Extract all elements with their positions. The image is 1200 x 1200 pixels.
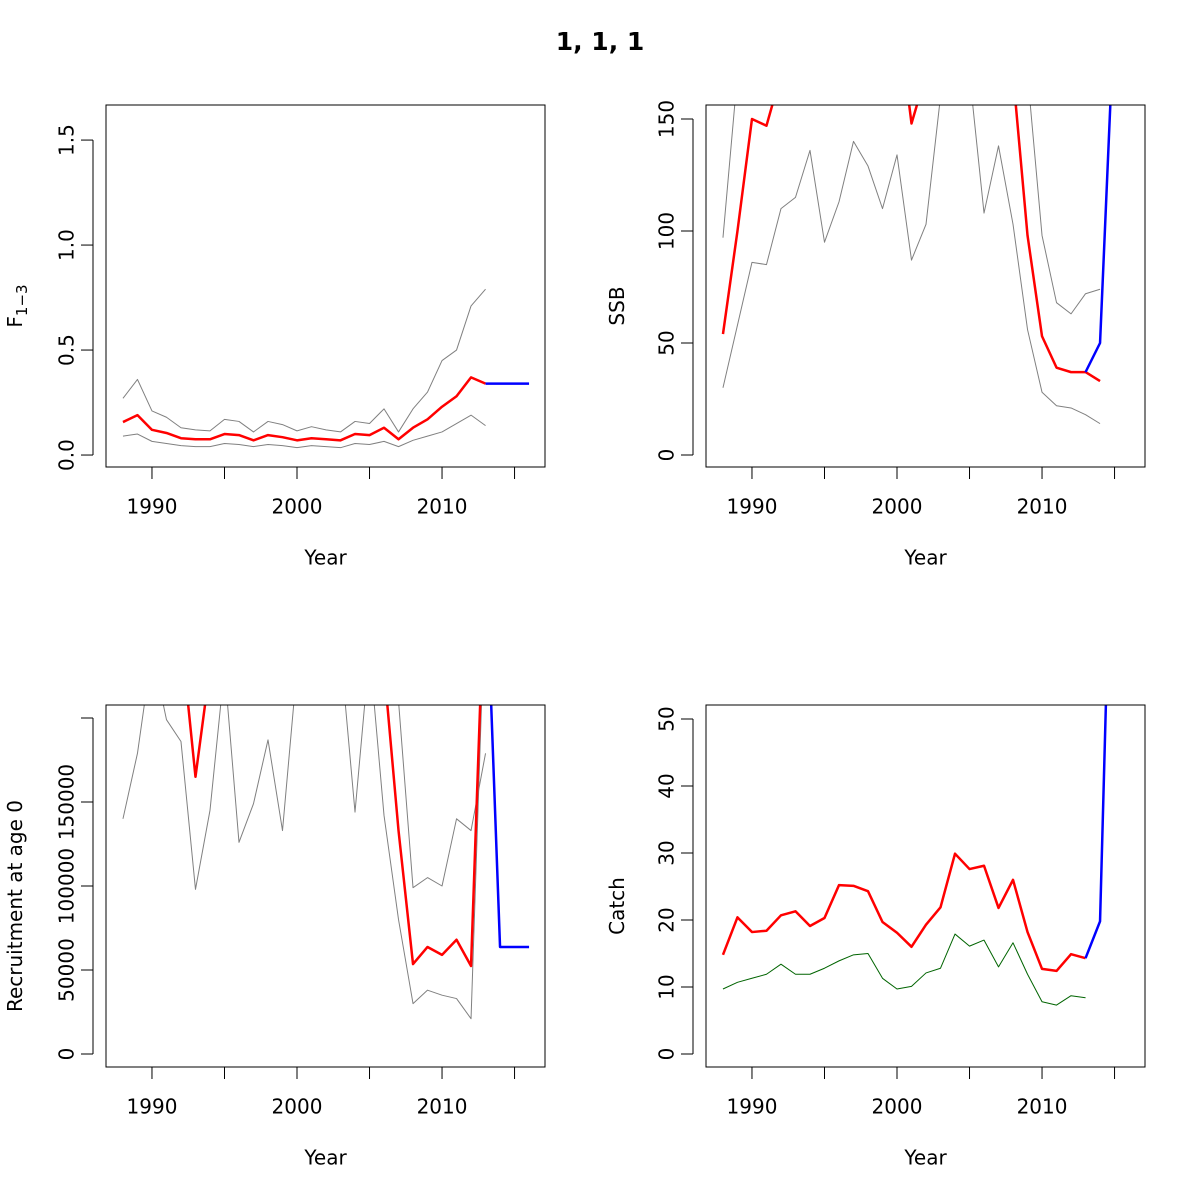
x-axis-label: Year xyxy=(903,1146,947,1170)
x-tick-label: 2000 xyxy=(272,495,323,519)
data-line xyxy=(722,105,1101,425)
panel: 1990 2000 2010 0.0 0.5 1.0 1.5 Year F1−3 xyxy=(3,104,546,570)
data-line xyxy=(122,376,487,442)
x-tick-label: 1990 xyxy=(727,495,778,519)
y-tick-label: 1.5 xyxy=(55,124,79,156)
y-tick-label: 10 xyxy=(655,974,679,999)
panel: 1990 2000 2010 0 50000 100000 150000 Year Recrui… xyxy=(3,704,546,1170)
plot-box xyxy=(705,704,1146,1068)
y-tick-label: 0.5 xyxy=(55,334,79,366)
x-tick-label: 2010 xyxy=(417,495,468,519)
y-axis-label-main: Recruitment at age 0 xyxy=(3,800,27,1012)
y-tick-label: 1.0 xyxy=(55,229,79,261)
data-line xyxy=(722,933,1086,1006)
y-axis-label-main: F xyxy=(3,316,27,328)
y-axis-label: Catch xyxy=(605,877,629,935)
x-tick-label: 2010 xyxy=(1017,1095,1068,1119)
x-tick-label: 2010 xyxy=(417,1095,468,1119)
x-axis-label: Year xyxy=(303,546,347,570)
data-line xyxy=(1084,105,1112,373)
x-tick-label: 1990 xyxy=(127,495,178,519)
y-axis-label-subscript: 1−3 xyxy=(13,284,31,316)
data-line xyxy=(122,414,486,449)
y-tick-label: 0 xyxy=(55,1048,79,1061)
y-tick-label: 50 xyxy=(655,330,679,355)
x-tick-label: 2000 xyxy=(872,1095,923,1119)
x-axis-label: Year xyxy=(903,546,947,570)
x-tick-label: 2000 xyxy=(872,495,923,519)
y-tick-label: 50 xyxy=(655,706,679,731)
data-line xyxy=(398,705,487,889)
y-tick-label: 100000 xyxy=(55,848,79,924)
y-tick-label: 150 xyxy=(655,100,679,138)
y-tick-label: 50000 xyxy=(55,938,79,1002)
plot-box xyxy=(705,104,1146,468)
y-tick-label: 0 xyxy=(655,449,679,462)
y-tick-label: 0 xyxy=(655,1048,679,1061)
plot-area xyxy=(122,288,530,449)
y-tick-label: 20 xyxy=(655,907,679,932)
x-tick-label: 2000 xyxy=(272,1095,323,1119)
plot-area xyxy=(721,105,1112,425)
y-tick-label: 30 xyxy=(655,840,679,865)
figure-title: 1, 1, 1 xyxy=(556,27,645,56)
x-axis-label: Year xyxy=(303,1146,347,1170)
x-tick-label: 2010 xyxy=(1017,495,1068,519)
panel: 1990 2000 2010 0 10 20 30 40 50 Year Catch xyxy=(605,704,1146,1170)
data-line xyxy=(721,105,1101,383)
y-axis-label: F1−3 xyxy=(3,284,31,327)
panel: 1990 2000 2010 0 50 100 150 Year SSB xyxy=(605,100,1146,570)
data-line xyxy=(722,105,1101,315)
y-tick-label: 150000 xyxy=(55,764,79,840)
y-tick-label: 40 xyxy=(655,773,679,798)
data-line xyxy=(721,852,1086,973)
data-line xyxy=(122,288,486,433)
data-line xyxy=(186,705,482,968)
y-axis-label-main: SSB xyxy=(605,286,629,325)
plot-box xyxy=(105,104,546,468)
y-axis-label: SSB xyxy=(605,286,629,325)
y-tick-label: 0.0 xyxy=(55,439,79,471)
x-tick-label: 1990 xyxy=(127,1095,178,1119)
plot-area xyxy=(721,705,1108,1006)
y-axis-label-main: Catch xyxy=(605,877,629,935)
data-line xyxy=(489,705,530,949)
y-axis-label: Recruitment at age 0 xyxy=(3,800,27,1012)
data-line xyxy=(1084,705,1108,959)
x-tick-label: 1990 xyxy=(727,1095,778,1119)
data-line xyxy=(122,705,482,1020)
plot-area xyxy=(122,705,530,1020)
y-tick-label: 100 xyxy=(655,212,679,250)
